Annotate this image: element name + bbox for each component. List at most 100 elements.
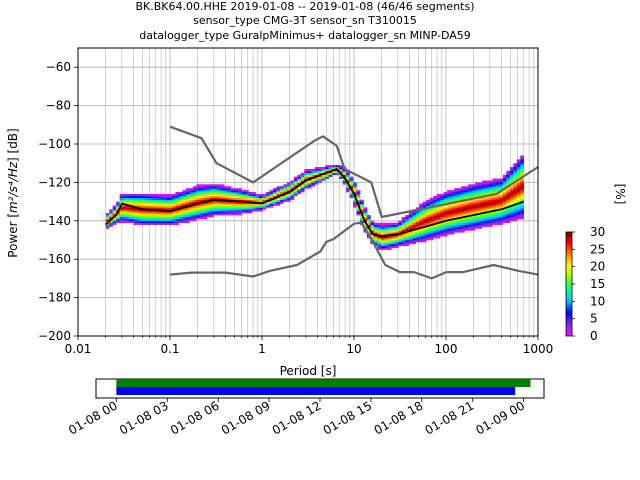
- density-cell: [353, 199, 357, 202]
- density-cell: [147, 207, 152, 210]
- density-cell: [492, 180, 497, 183]
- density-cell: [346, 190, 350, 193]
- density-cell: [304, 172, 309, 176]
- density-cell: [412, 234, 417, 237]
- density-cell: [137, 209, 141, 212]
- y-tick-label: −180: [38, 291, 71, 305]
- density-cell: [192, 209, 197, 212]
- density-cell: [157, 218, 162, 222]
- density-cell: [147, 205, 152, 208]
- density-cell: [478, 218, 483, 222]
- density-cell: [360, 203, 364, 206]
- density-cell: [130, 201, 134, 204]
- density-cell: [457, 195, 462, 199]
- density-cell: [492, 211, 497, 214]
- density-cell: [405, 216, 410, 220]
- density-cell: [328, 168, 333, 172]
- density-cell: [450, 226, 455, 229]
- density-cell: [492, 203, 497, 206]
- density-cell: [450, 224, 455, 227]
- density-cell: [398, 236, 403, 239]
- density-cell: [471, 220, 476, 224]
- density-cell: [387, 241, 392, 245]
- density-cell: [474, 201, 479, 204]
- density-cell: [436, 215, 441, 218]
- density-cell: [426, 228, 430, 231]
- density-cell: [478, 182, 483, 185]
- density-cell: [440, 234, 444, 237]
- density-cell: [164, 222, 169, 225]
- density-cell: [412, 230, 417, 233]
- density-cell: [464, 211, 469, 214]
- density-cell: [265, 201, 270, 204]
- density-cell: [105, 213, 110, 216]
- density-cell: [366, 224, 371, 227]
- density-cell: [262, 207, 267, 210]
- density-cell: [488, 182, 493, 185]
- density-cell: [262, 203, 267, 206]
- y-tick-label: −120: [38, 175, 71, 189]
- chart-title: BK.BK64.00.HHE 2019-01-08 -- 2019-01-08 …: [135, 0, 474, 42]
- density-cell: [516, 165, 521, 168]
- density-cell: [140, 205, 145, 208]
- density-cell: [192, 192, 197, 195]
- density-cell: [238, 197, 242, 200]
- density-cell: [495, 184, 500, 187]
- density-cell: [394, 245, 399, 248]
- density-cell: [154, 218, 159, 222]
- density-cell: [147, 222, 152, 225]
- density-cell: [356, 193, 361, 197]
- density-cell: [196, 195, 201, 199]
- density-cell: [440, 201, 444, 204]
- density-cell: [196, 186, 201, 189]
- density-cell: [520, 155, 525, 158]
- density-cell: [433, 213, 437, 216]
- density-cell: [349, 184, 354, 187]
- density-cell: [157, 213, 162, 216]
- density-cell: [147, 193, 152, 197]
- density-cell: [241, 211, 246, 214]
- density-cell: [213, 211, 218, 214]
- density-cell: [429, 220, 434, 224]
- density-cell: [116, 218, 120, 222]
- density-cell: [164, 218, 169, 222]
- density-cell: [506, 195, 511, 199]
- density-cell: [353, 201, 357, 204]
- density-cell: [241, 209, 246, 212]
- density-cell: [481, 213, 486, 216]
- density-cell: [150, 213, 155, 216]
- density-cell: [488, 190, 493, 193]
- density-cell: [398, 234, 403, 237]
- density-cell: [185, 188, 190, 191]
- colorbar-tick-label: 10: [590, 294, 605, 308]
- density-cell: [175, 197, 180, 200]
- density-cell: [164, 215, 169, 218]
- density-cell: [502, 174, 507, 177]
- density-cell: [419, 220, 424, 224]
- density-cell: [234, 197, 239, 200]
- density-cell: [339, 165, 343, 168]
- density-cell: [178, 192, 183, 195]
- density-cell: [175, 213, 180, 216]
- density-cell: [154, 215, 159, 218]
- density-cell: [175, 218, 180, 222]
- density-cell: [391, 243, 396, 247]
- density-cell: [164, 211, 169, 214]
- density-cell: [464, 195, 469, 199]
- x-axis-label: Period [s]: [280, 364, 337, 378]
- density-cell: [161, 220, 166, 224]
- density-cell: [481, 215, 486, 218]
- density-cell: [398, 226, 403, 229]
- density-cell: [387, 224, 392, 227]
- density-cell: [231, 213, 235, 216]
- density-cell: [109, 224, 113, 227]
- density-cell: [509, 218, 514, 222]
- density-cell: [203, 205, 208, 208]
- density-cell: [502, 201, 507, 204]
- density-cell: [199, 213, 204, 216]
- density-cell: [238, 209, 242, 212]
- title-line-2: sensor_type CMG-3T sensor_sn T310015: [193, 14, 417, 27]
- density-cell: [234, 211, 239, 214]
- density-cell: [126, 215, 131, 218]
